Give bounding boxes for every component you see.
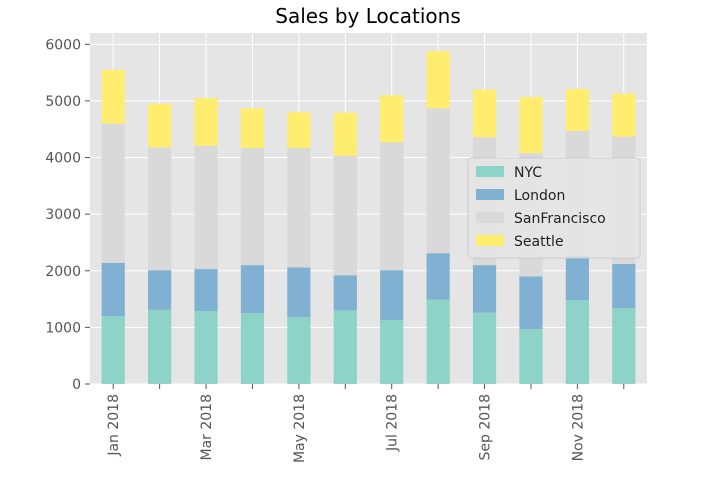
bar-london-11	[565, 256, 589, 301]
bar-london-6	[333, 275, 357, 311]
bar-nyc-4	[240, 313, 265, 384]
bar-nyc-3	[194, 310, 218, 384]
bar-sanfrancisco-2	[148, 147, 172, 271]
bar-seattle-6	[333, 112, 357, 156]
bar-london-1	[101, 262, 125, 317]
legend-swatch-seattle	[476, 235, 504, 246]
bar-london-5	[287, 267, 311, 318]
bar-nyc-11	[565, 300, 589, 384]
y-tick-label: 4000	[45, 151, 81, 167]
legend-label-nyc: NYC	[514, 165, 542, 181]
bar-seattle-5	[287, 112, 311, 148]
bar-sanfrancisco-1	[101, 123, 125, 263]
x-tick-label: Mar 2018	[199, 394, 215, 461]
bar-sanfrancisco-8	[426, 108, 450, 254]
bar-nyc-10	[519, 329, 543, 384]
bar-seattle-2	[148, 103, 172, 148]
bar-nyc-7	[380, 320, 404, 384]
bar-nyc-5	[287, 317, 311, 384]
chart-title: Sales by Locations	[275, 4, 461, 28]
bar-london-9	[472, 265, 497, 313]
bar-seattle-4	[240, 108, 265, 148]
bar-seattle-10	[519, 96, 543, 154]
y-tick-label: 3000	[45, 207, 81, 223]
bar-seattle-12	[612, 93, 636, 137]
bar-london-12	[612, 263, 636, 309]
y-tick-label: 0	[72, 377, 81, 393]
bar-nyc-2	[148, 309, 172, 384]
x-tick-label: Sep 2018	[478, 394, 494, 460]
legend-swatch-sanfrancisco	[476, 212, 504, 223]
x-tick-label: Nov 2018	[570, 394, 586, 461]
legend-swatch-nyc	[476, 166, 504, 177]
legend-box	[467, 157, 641, 259]
legend-label-seattle: Seattle	[514, 234, 564, 250]
bar-london-4	[240, 265, 265, 314]
bar-sanfrancisco-4	[240, 147, 265, 266]
x-tick-label: Jul 2018	[385, 394, 401, 452]
bar-london-10	[519, 276, 543, 330]
bar-sanfrancisco-5	[287, 147, 311, 268]
bar-seattle-1	[101, 69, 125, 124]
y-tick-label: 1000	[45, 320, 81, 336]
bar-nyc-9	[472, 312, 497, 384]
y-tick-label: 6000	[45, 37, 81, 53]
legend-label-london: London	[514, 188, 565, 204]
bar-london-2	[148, 270, 172, 310]
y-tick-label: 5000	[45, 94, 81, 110]
bar-seattle-9	[472, 89, 497, 138]
bar-nyc-8	[426, 299, 450, 384]
bar-nyc-1	[101, 316, 125, 384]
x-tick-label: May 2018	[292, 394, 308, 463]
y-tick-label: 2000	[45, 264, 81, 280]
bar-london-8	[426, 253, 450, 300]
bar-london-3	[194, 269, 218, 311]
bar-nyc-6	[333, 310, 357, 384]
bar-sanfrancisco-6	[333, 155, 357, 276]
bar-nyc-12	[612, 308, 636, 384]
x-tick-label: Jan 2018	[106, 394, 122, 457]
legend-label-sanfrancisco: SanFrancisco	[514, 211, 606, 227]
bar-seattle-11	[565, 89, 589, 131]
bar-sanfrancisco-3	[194, 145, 218, 270]
bar-seattle-8	[426, 51, 450, 109]
bar-sanfrancisco-7	[380, 142, 404, 271]
legend-swatch-london	[476, 189, 504, 200]
bar-seattle-3	[194, 98, 218, 146]
bar-seattle-7	[380, 95, 404, 143]
bar-london-7	[380, 270, 404, 321]
